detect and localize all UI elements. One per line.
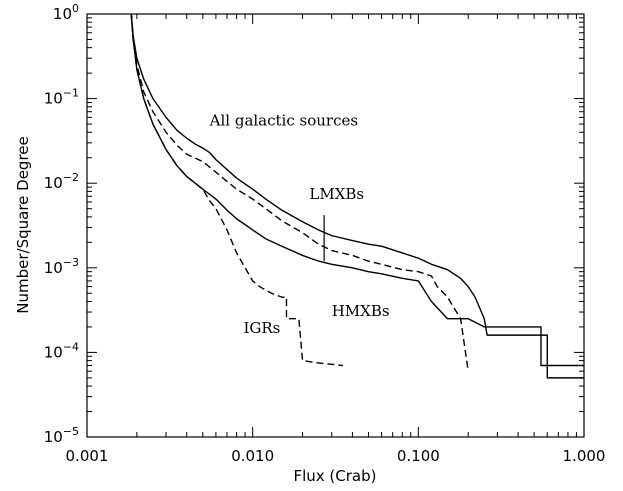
- annotation-lmxbs: LMXBs: [309, 185, 364, 203]
- series-line-igrs: [130, 13, 343, 367]
- plot-frame: [86, 13, 585, 438]
- y-axis-label: Number/Square Degree: [14, 136, 32, 313]
- annotation-igrs: IGRs: [243, 319, 280, 337]
- y-tick-label: 100: [53, 2, 79, 23]
- series-line-all-galactic-sources: [130, 13, 584, 379]
- x-axis-label: Flux (Crab): [293, 467, 376, 485]
- series-layer: [130, 13, 584, 379]
- y-tick-label: 10−5: [44, 425, 79, 446]
- x-tick-label: 0.100: [397, 447, 440, 465]
- tick-labels: 0.001 0.010 0.100 1.000 10−5 10−4 10−3 10−2 10−1…: [44, 2, 606, 465]
- y-tick-label: 10−3: [44, 256, 79, 277]
- x-tick-label: 0.010: [231, 447, 274, 465]
- annotation-hmxbs: HMXBs: [332, 302, 390, 320]
- annotations: All galactic sources LMXBs HMXBs IGRs: [209, 112, 390, 337]
- axis-ticks: [86, 14, 584, 438]
- y-tick-label: 10−1: [44, 87, 79, 108]
- x-tick-label: 1.000: [563, 447, 606, 465]
- x-tick-label: 0.001: [66, 447, 109, 465]
- annotation-all-galactic-sources: All galactic sources: [209, 112, 358, 130]
- y-tick-label: 10−4: [44, 340, 79, 361]
- y-tick-label: 10−2: [44, 171, 79, 192]
